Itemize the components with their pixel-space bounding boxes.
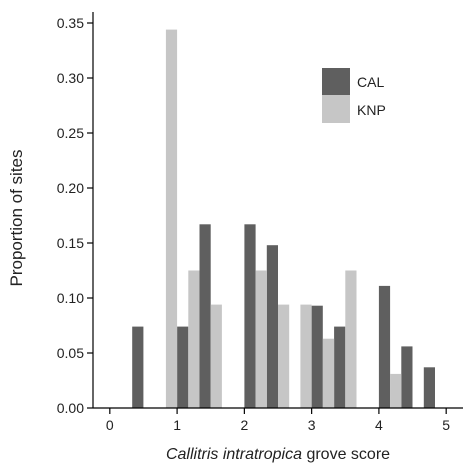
bar-cal: [244, 224, 256, 408]
bar-knp: [345, 270, 357, 408]
bar-knp: [255, 270, 267, 408]
y-tick-label: 0.05: [57, 345, 84, 361]
x-tick-label: 2: [240, 417, 248, 433]
x-tick-label: 3: [308, 417, 316, 433]
legend-label-knp: KNP: [357, 102, 386, 118]
bar-cal: [266, 245, 278, 408]
bar-knp: [300, 304, 312, 408]
y-tick-label: 0.25: [57, 125, 84, 141]
x-tick-label: 5: [442, 417, 450, 433]
bar-knp: [210, 304, 222, 408]
bar-cal: [423, 367, 435, 408]
y-tick-label: 0.10: [57, 290, 84, 306]
bar-cal: [378, 285, 391, 408]
bar-knp: [165, 29, 178, 408]
bar-knp: [322, 338, 335, 408]
legend-swatch-cal: [322, 68, 350, 95]
bar-knp: [278, 304, 290, 408]
bar-cal: [334, 326, 346, 408]
x-tick-label: 1: [173, 417, 181, 433]
y-tick-label: 0.00: [57, 400, 84, 416]
bar-cal: [177, 326, 189, 408]
legend-swatch-knp: [322, 95, 350, 123]
x-axis-title-italic: Callitris intratropica: [166, 446, 302, 463]
x-axis-title: Callitris intratropica grove score: [166, 446, 390, 463]
x-tick-label: 0: [106, 417, 114, 433]
y-tick-label: 0.15: [57, 235, 84, 251]
y-tick-label: 0.30: [57, 70, 84, 86]
bar-knp: [390, 373, 402, 408]
legend: CAL KNP: [322, 68, 386, 123]
y-tick-label: 0.20: [57, 180, 84, 196]
y-tick-label: 0.35: [57, 15, 84, 31]
y-axis-ticks: 0.00 0.05 0.10 0.15 0.20 0.25 0.30 0.35: [57, 15, 93, 416]
x-tick-label: 4: [375, 417, 383, 433]
bar-cal: [199, 224, 211, 408]
legend-label-cal: CAL: [357, 74, 384, 90]
bar-cal: [401, 346, 413, 408]
bar-cal: [132, 326, 144, 408]
bars-layer: [132, 29, 435, 408]
x-axis-ticks: 0 1 2 3 4 5: [106, 408, 450, 433]
bar-knp: [188, 270, 200, 408]
x-axis-title-rest: grove score: [302, 446, 390, 463]
bar-cal: [311, 305, 323, 408]
y-axis-title: Proportion of sites: [7, 149, 26, 286]
